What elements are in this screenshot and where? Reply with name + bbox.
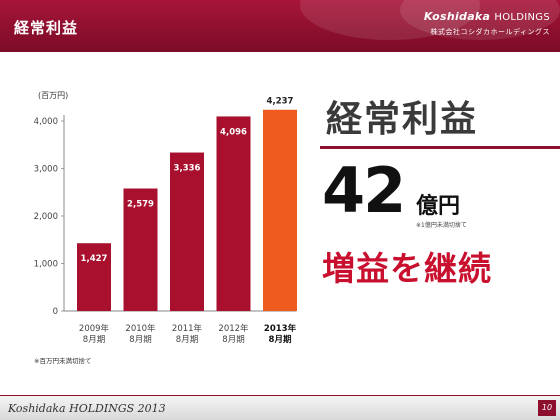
rounding-note: ※1億円未満切捨て [416,222,467,229]
metric-title: 経常利益 [326,99,479,140]
bar-value-label: 2,579 [127,199,154,209]
y-tick-label: 4,000 [34,117,58,127]
headline-value: 42 [322,154,406,227]
x-tick-label: 8月期 [269,334,292,345]
bar-value-label: 1,427 [81,254,108,264]
headline-message: 増益を継続 [322,249,492,288]
chart-footnote: ※百万円未満切捨て [34,357,92,365]
x-tick-label: 2012年 [218,323,249,334]
bar [216,116,251,311]
page-number: 10 [538,400,556,416]
y-tick-label: 0 [53,307,58,317]
bar [170,152,204,311]
brand-company-name: 株式会社コシダカホールディングス [430,28,550,36]
x-tick-label: 8月期 [222,335,244,345]
brand-block: Koshidaka HOLDINGS 株式会社コシダカホールディングス [424,10,550,37]
bar-value-label: 4,096 [220,127,247,137]
brand-logo-name: Koshidaka [423,10,491,23]
footer-rule [0,395,560,396]
x-tick-label: 2011年 [172,323,203,334]
x-tick-label: 8月期 [176,335,198,345]
slide-footer: Koshidaka HOLDINGS 2013 10 [0,396,560,420]
x-tick-label: 2009年 [79,323,110,334]
x-tick-label: 2010年 [125,323,156,334]
bar-value-label: 4,237 [267,97,294,107]
headline-unit: 億円 [416,194,461,219]
ordinary-profit-chart: (百万円)01,0002,0003,0004,0001,4272009年8月期2… [34,91,297,345]
y-axis-unit-label: (百万円) [38,91,68,100]
y-tick-label: 3,000 [34,165,58,175]
slide-header: 経常利益 Koshidaka HOLDINGS 株式会社コシダカホールディングス [0,0,560,52]
y-tick-label: 1,000 [34,260,58,270]
bar [263,109,297,312]
bar [77,243,111,311]
brand-logo-holdings: HOLDINGS [494,12,550,23]
brand-logo: Koshidaka HOLDINGS [424,10,550,23]
bar-value-label: 3,336 [174,164,201,174]
x-tick-label: 8月期 [83,335,105,345]
bar [123,188,158,311]
x-tick-label: 8月期 [129,335,151,345]
x-tick-label: 2013年 [264,323,297,334]
header-title: 経常利益 [14,19,79,37]
footer-brand: Koshidaka HOLDINGS 2013 [8,402,166,415]
y-tick-label: 2,000 [34,212,58,222]
title-divider [320,146,560,149]
